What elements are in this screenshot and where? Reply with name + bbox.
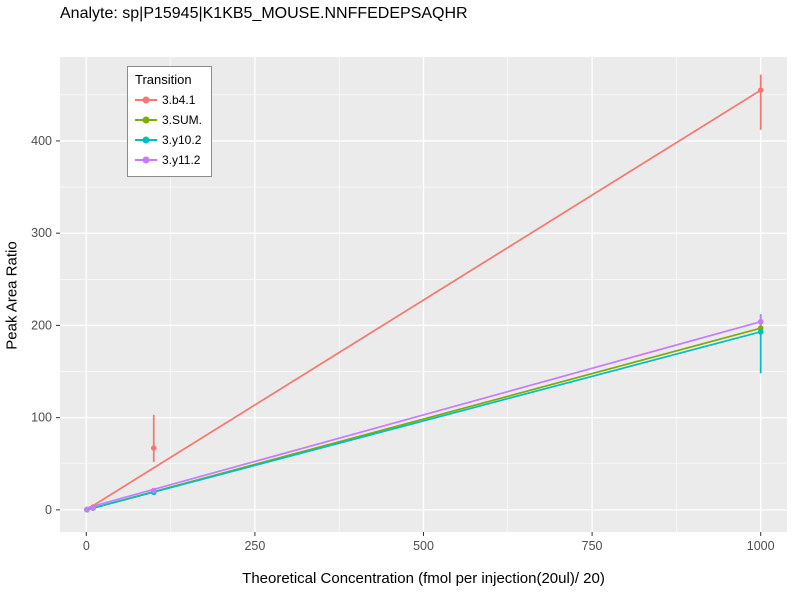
legend-key-line-dot-icon — [135, 152, 157, 168]
legend-item: 3.b4.1 — [135, 90, 202, 110]
chart-title: Analyte: sp|P15945|K1KB5_MOUSE.NNFFEDEPS… — [60, 5, 468, 22]
legend: Transition 3.b4.1 3.SUM. 3.y10.2 3.y11.2 — [127, 66, 213, 177]
data-point-3-y11-2 — [90, 505, 96, 511]
x-tick-label: 250 — [244, 539, 265, 553]
y-tick-label: 300 — [31, 226, 52, 240]
legend-item-label: 3.SUM. — [162, 113, 203, 127]
y-tick-label: 0 — [45, 503, 52, 517]
data-point-3-b4-1 — [150, 445, 157, 451]
y-tick-label: 200 — [31, 318, 52, 332]
data-point-3-b4-1 — [757, 87, 764, 94]
y-tick-label: 100 — [31, 411, 52, 425]
legend-item-label: 3.y11.2 — [162, 153, 201, 167]
legend-item-label: 3.b4.1 — [162, 93, 196, 107]
x-tick-label: 1000 — [747, 539, 775, 553]
legend-item: 3.y10.2 — [135, 130, 202, 150]
data-point-3-y11-2 — [757, 318, 764, 325]
legend-key-line-dot-icon — [135, 112, 157, 128]
x-tick-label: 500 — [413, 539, 434, 553]
series-line-3-y11-2 — [86, 320, 761, 509]
legend-title: Transition — [135, 72, 192, 87]
legend-item-label: 3.y10.2 — [162, 133, 202, 147]
data-point-3-y11-2 — [150, 487, 157, 494]
series-line-3-b4-1 — [85, 89, 762, 511]
legend-key-line-dot-icon — [135, 132, 157, 148]
legend-key-line-dot-icon — [135, 92, 157, 108]
series-line-3-y10-2 — [86, 331, 761, 511]
legend-item: 3.SUM. — [135, 110, 202, 130]
y-tick-label: 400 — [31, 134, 52, 148]
x-tick-label: 0 — [83, 539, 90, 553]
x-tick-label: 750 — [582, 539, 603, 553]
legend-item: 3.y11.2 — [135, 150, 202, 170]
x-axis-label: Theoretical Concentration (fmol per inje… — [242, 570, 605, 587]
data-point-3-y11-2 — [84, 506, 90, 513]
data-point-3-y10-2 — [757, 329, 764, 335]
